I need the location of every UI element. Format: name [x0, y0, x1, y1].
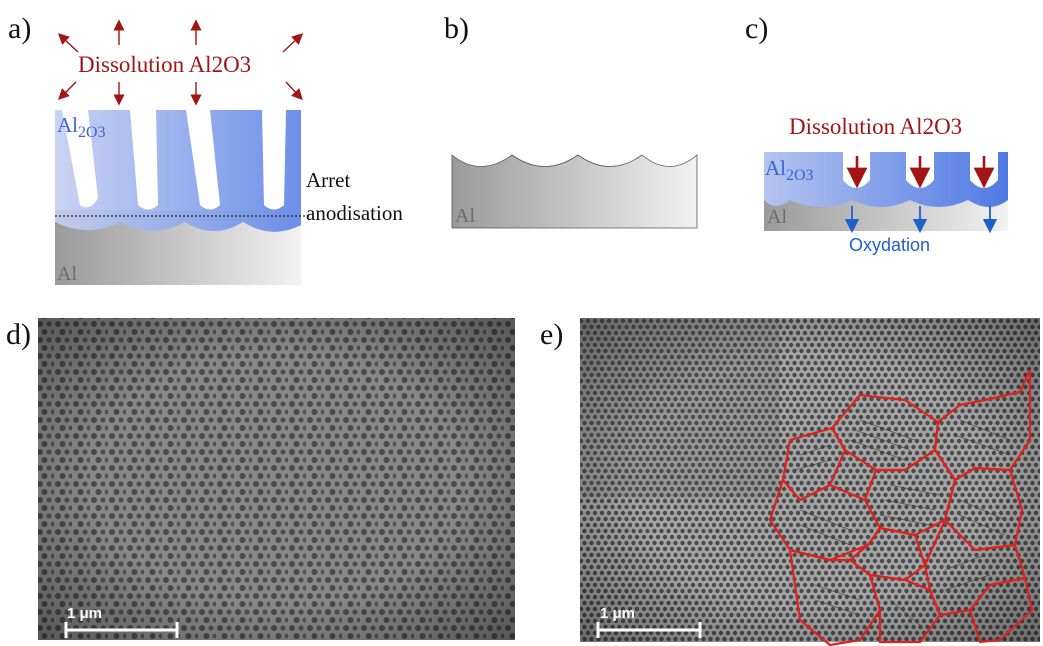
panel-label-b: b) — [444, 12, 469, 45]
dissolution-text: Dissolution Al2O3 — [78, 52, 251, 77]
scale-bar-label: 1 μm — [67, 605, 102, 622]
pore — [262, 110, 286, 210]
dissolution-text: Dissolution Al2O3 — [789, 114, 962, 139]
dissolution-arrow — [57, 33, 79, 53]
pore — [130, 110, 158, 210]
domain-outline — [968, 576, 1034, 644]
pore — [62, 110, 98, 208]
scale-bar — [64, 622, 179, 638]
scale-bar — [596, 622, 702, 638]
grain-domain-outlines — [768, 369, 1034, 646]
oxide-label: Al2O3 — [765, 156, 814, 184]
domain-outline — [933, 369, 1032, 482]
metal-label: Al — [57, 263, 77, 285]
panel-label-c: c) — [745, 12, 769, 45]
panel-label-a: a) — [8, 12, 32, 45]
oxide-label: Al2O3 — [57, 113, 106, 141]
domain-outline — [868, 573, 942, 644]
stop-label-line1: Arret — [306, 168, 350, 192]
panel-label-d: d) — [6, 318, 31, 351]
sem-image-e: 1 μm — [580, 318, 1040, 646]
panel-c-diagram: Dissolution Al2O3 Al2O3 Al Oxydation — [764, 114, 1008, 255]
dissolution-arrow — [58, 81, 77, 100]
aluminium-substrate — [451, 154, 698, 229]
oxide-layer — [55, 110, 301, 232]
dissolution-arrow — [282, 33, 304, 53]
panel-a-diagram: Dissolution Al2O3 Al2O3 Arret anodisatio… — [55, 19, 403, 285]
metal-label: Al — [455, 205, 475, 227]
oxidation-text: Oxydation — [849, 235, 930, 255]
sem-image-d: 1 μm — [38, 318, 515, 640]
oxide-layer — [764, 152, 1008, 207]
panel-label-e: e) — [540, 318, 564, 351]
pore-row-hatching — [794, 419, 1011, 626]
scale-bar-label: 1 μm — [600, 605, 635, 622]
pore — [186, 110, 220, 210]
stop-label-line2: anodisation — [306, 201, 403, 225]
dissolution-arrow — [285, 81, 303, 101]
panel-b-diagram: Al — [451, 154, 698, 229]
metal-label: Al — [767, 206, 787, 228]
